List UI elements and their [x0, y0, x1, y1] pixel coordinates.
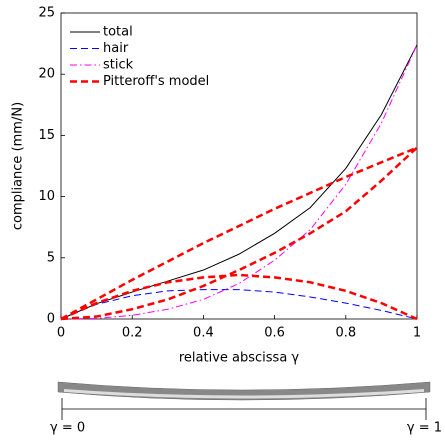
data-line — [60, 146, 418, 321]
x-tick-label: 0.2 — [122, 326, 143, 341]
data-line — [60, 273, 418, 321]
legend-label: Pitteroff's model — [103, 74, 209, 89]
y-tick-label: 15 — [38, 128, 55, 143]
data-line — [60, 44, 418, 320]
y-tick-label: 25 — [38, 6, 55, 21]
legend-label: hair — [103, 41, 129, 56]
plot-frame — [60, 12, 418, 320]
y-tick-label: 5 — [47, 250, 55, 265]
x-tick-label: 0.4 — [193, 326, 214, 341]
y-tick-label: 10 — [38, 189, 55, 204]
x-axis-label: relative abscissa γ — [179, 351, 300, 366]
x-tick-label: 0.8 — [335, 326, 356, 341]
y-tick-label: 20 — [38, 67, 55, 82]
y-axis-label: compliance (mm/N) — [11, 102, 26, 230]
annotation: γ = 1 — [407, 421, 442, 436]
x-tick-label: 0.6 — [264, 326, 285, 341]
data-line — [60, 44, 418, 320]
x-tick-label: 1 — [413, 326, 421, 341]
y-tick-label: 0 — [47, 312, 55, 327]
x-tick-label: 0 — [57, 326, 65, 341]
legend-label: total — [103, 25, 133, 40]
beam-diagram — [57, 381, 431, 420]
data-line — [60, 146, 418, 321]
annotation: γ = 0 — [50, 421, 85, 436]
data-line — [60, 289, 418, 320]
legend-label: stick — [103, 58, 134, 73]
